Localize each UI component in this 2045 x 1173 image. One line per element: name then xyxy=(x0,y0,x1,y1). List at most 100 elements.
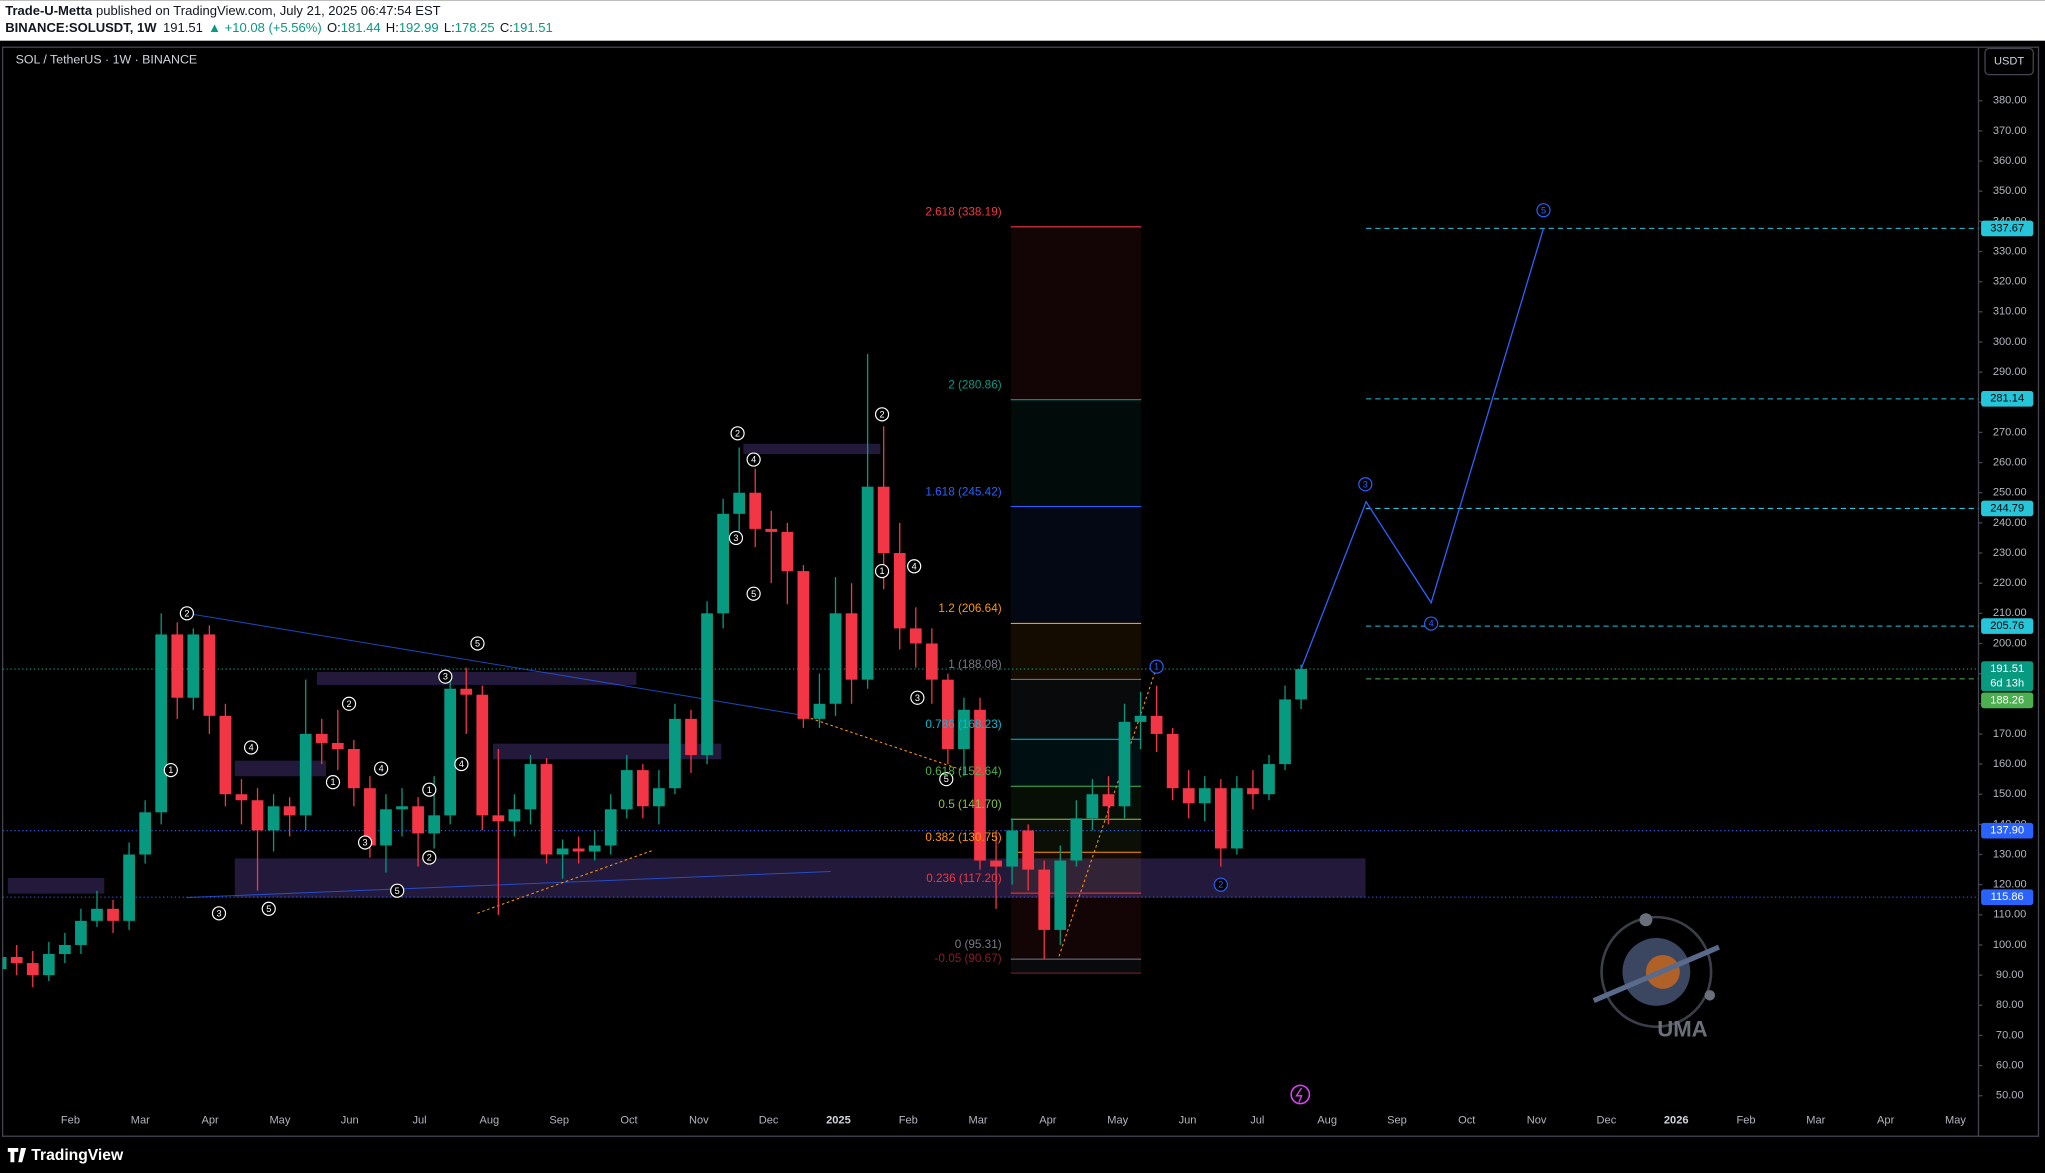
fib-band xyxy=(1010,399,1142,507)
chart-frame xyxy=(1,46,2040,1137)
chart-title: SOL / TetherUS · 1W · BINANCE xyxy=(16,53,198,67)
candle-body xyxy=(636,770,649,807)
candle-body xyxy=(845,613,858,680)
wave-label: 4 xyxy=(751,455,756,465)
candle-body xyxy=(203,634,216,716)
y-tick-label: 380.00 xyxy=(1993,95,2027,107)
candle-body xyxy=(331,742,344,749)
x-tick-label: Aug xyxy=(1317,1114,1337,1126)
y-tick-label: 330.00 xyxy=(1993,245,2027,257)
zone xyxy=(7,877,105,894)
candle-body xyxy=(620,770,633,810)
wave-circle xyxy=(357,835,373,850)
wave-circle xyxy=(211,906,227,921)
wave-label: 5 xyxy=(751,589,756,599)
price-tag xyxy=(1981,391,2034,407)
o-label: O: xyxy=(327,20,341,35)
c-label: C: xyxy=(500,20,513,35)
candle-body xyxy=(155,634,168,813)
projection-path xyxy=(1300,228,1545,670)
candle-body xyxy=(75,920,87,945)
wave-circle xyxy=(261,901,276,916)
candle-body xyxy=(299,733,312,816)
published: published on TradingView.com, July 21, 2… xyxy=(96,3,441,18)
y-tick-label: 50.00 xyxy=(1996,1090,2024,1102)
publish-line: Trade-U-Metta published on TradingView.co… xyxy=(5,3,440,18)
price-tag xyxy=(1981,661,2034,692)
wave-label: 2 xyxy=(184,608,189,618)
x-tick-label: Nov xyxy=(689,1114,709,1126)
candle-body xyxy=(1118,721,1131,807)
y-tick-label: 240.00 xyxy=(1993,517,2027,529)
candle-body xyxy=(283,806,296,816)
x-tick-label: Jun xyxy=(341,1114,359,1126)
y-tick-label: 200.00 xyxy=(1993,637,2027,649)
candle-body xyxy=(1086,794,1099,819)
wave-circle xyxy=(390,883,405,898)
candle-body xyxy=(123,854,135,921)
last-price: 191.51 xyxy=(163,20,203,35)
candle-body xyxy=(107,908,119,921)
candle-body xyxy=(861,486,874,680)
price-tag xyxy=(1981,889,2034,905)
wave-label: 4 xyxy=(1429,619,1434,629)
candle-body xyxy=(364,788,376,846)
wave-label: 2 xyxy=(880,409,885,419)
wave-circle xyxy=(939,772,954,787)
h-value: 192.99 xyxy=(399,20,439,35)
event-icon[interactable] xyxy=(1290,1084,1311,1105)
currency-button[interactable] xyxy=(1984,47,2034,76)
wave-label: 1 xyxy=(427,785,432,795)
y-tick-label: 310.00 xyxy=(1993,306,2027,318)
wave-circle xyxy=(422,782,437,797)
y-tick-label: 250.00 xyxy=(1993,487,2027,499)
price-tag-label: 188.26 xyxy=(1990,694,2024,706)
wave-label: 4 xyxy=(379,764,384,774)
fib-band xyxy=(1010,623,1142,680)
wave-circle xyxy=(1536,203,1551,218)
fib-label: -0.05 (90.67) xyxy=(935,952,1002,965)
y-tick-label: 230.00 xyxy=(1993,547,2027,559)
x-tick-label: 2025 xyxy=(826,1114,851,1126)
y-tick-label: 90.00 xyxy=(1996,969,2024,981)
logo-bar xyxy=(1592,944,1720,1003)
x-tick-label: Apr xyxy=(1877,1114,1895,1126)
trend-line xyxy=(186,612,801,716)
candle-body xyxy=(235,794,248,801)
x-tick-label: May xyxy=(269,1114,290,1126)
fib-label: 0.786 (168.23) xyxy=(925,718,1001,731)
candle-body xyxy=(1038,869,1051,930)
publisher: Trade-U-Metta xyxy=(5,3,93,18)
candle-body xyxy=(1247,788,1259,795)
header-band xyxy=(0,0,2045,41)
y-tick-label: 70.00 xyxy=(1996,1029,2024,1041)
candle-body xyxy=(1263,764,1275,795)
x-tick-label: Sep xyxy=(1387,1114,1407,1126)
wave-label: 3 xyxy=(216,908,221,918)
wave-label: 5 xyxy=(395,886,400,896)
candle-body xyxy=(267,806,280,831)
wave-circle xyxy=(1358,477,1373,492)
fib-band xyxy=(1010,959,1142,974)
y-tick-label: 170.00 xyxy=(1993,728,2027,740)
footer-brand: TradingView xyxy=(7,1147,124,1164)
wave-circle xyxy=(907,559,922,574)
wave-circle xyxy=(746,586,761,601)
fib-label: 0.236 (117.20) xyxy=(926,872,1001,885)
candle-body xyxy=(1214,788,1227,849)
candle-body xyxy=(380,809,392,846)
x-tick-label: Feb xyxy=(899,1114,918,1126)
y-tick-label: 210.00 xyxy=(1993,607,2027,619)
wave-label: 3 xyxy=(915,693,920,703)
candle-body xyxy=(508,809,521,822)
candle-body xyxy=(1279,699,1291,765)
candle-body xyxy=(42,954,55,976)
x-tick-label: Oct xyxy=(620,1114,637,1126)
x-tick-label: Nov xyxy=(1527,1114,1547,1126)
l-label: L: xyxy=(444,20,455,35)
candle-body xyxy=(781,531,794,572)
candle-body xyxy=(797,571,810,719)
candle-body xyxy=(10,957,23,964)
candle-body xyxy=(733,492,746,514)
